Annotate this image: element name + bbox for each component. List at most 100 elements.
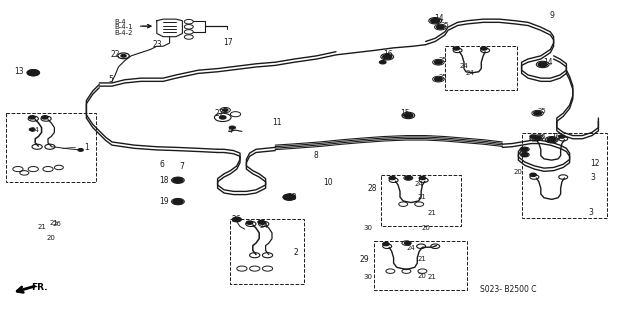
Text: 21: 21 <box>417 194 426 200</box>
Circle shape <box>522 153 528 156</box>
Text: 20: 20 <box>421 225 430 231</box>
Bar <box>522 133 607 218</box>
Text: B-4: B-4 <box>114 19 125 25</box>
Circle shape <box>173 199 183 204</box>
Circle shape <box>383 55 392 59</box>
Text: 15: 15 <box>400 109 410 118</box>
Text: 9: 9 <box>549 11 554 20</box>
Circle shape <box>530 135 536 138</box>
Text: 21: 21 <box>428 210 436 216</box>
Text: 11: 11 <box>272 118 282 127</box>
Text: 21: 21 <box>37 224 46 230</box>
Text: 5: 5 <box>109 75 114 84</box>
Bar <box>230 219 304 284</box>
Circle shape <box>223 109 228 111</box>
Text: 24: 24 <box>460 63 468 69</box>
Circle shape <box>530 173 536 176</box>
Circle shape <box>121 55 126 57</box>
Text: B-4-1: B-4-1 <box>114 24 132 30</box>
Bar <box>381 175 461 226</box>
Circle shape <box>232 217 241 222</box>
Circle shape <box>28 70 39 76</box>
Text: 1: 1 <box>84 143 89 152</box>
Text: 24: 24 <box>406 245 415 251</box>
Text: 8: 8 <box>314 151 318 160</box>
Text: 28: 28 <box>368 184 378 193</box>
Circle shape <box>29 128 35 131</box>
Text: 13: 13 <box>14 67 24 76</box>
Text: 14: 14 <box>434 14 444 23</box>
Text: 17: 17 <box>223 38 232 47</box>
Circle shape <box>405 176 412 180</box>
Text: 16: 16 <box>383 50 392 59</box>
Text: 24: 24 <box>415 182 424 187</box>
Text: 16: 16 <box>552 133 561 142</box>
Circle shape <box>419 176 426 180</box>
Text: 25: 25 <box>538 134 547 139</box>
Bar <box>6 113 96 182</box>
Text: 4: 4 <box>227 126 232 135</box>
Bar <box>445 46 517 90</box>
Text: 30: 30 <box>364 225 372 231</box>
Circle shape <box>534 136 541 140</box>
Text: B-4-2: B-4-2 <box>114 30 132 36</box>
Circle shape <box>229 126 236 129</box>
Circle shape <box>259 221 266 224</box>
Circle shape <box>522 148 528 151</box>
Text: 21: 21 <box>417 256 426 262</box>
Text: 29: 29 <box>360 255 369 263</box>
Text: 3: 3 <box>590 173 595 182</box>
Circle shape <box>284 194 295 200</box>
Text: 30: 30 <box>364 274 372 280</box>
Text: 20: 20 <box>417 273 426 279</box>
Text: 21: 21 <box>50 220 59 226</box>
Text: 26: 26 <box>232 215 241 224</box>
Circle shape <box>538 62 547 67</box>
Text: 26: 26 <box>52 221 61 227</box>
Text: 14: 14 <box>543 58 552 67</box>
Circle shape <box>436 25 444 29</box>
Text: 25: 25 <box>538 108 547 114</box>
Text: 24: 24 <box>466 70 475 76</box>
Text: 25: 25 <box>438 74 447 80</box>
Text: 27: 27 <box>214 109 224 118</box>
Circle shape <box>246 221 253 224</box>
Circle shape <box>534 111 541 115</box>
Text: 2: 2 <box>293 248 298 257</box>
Circle shape <box>404 113 413 118</box>
Circle shape <box>258 220 264 224</box>
Circle shape <box>78 149 83 151</box>
Text: 3: 3 <box>589 208 594 217</box>
Text: 19: 19 <box>159 197 168 206</box>
Text: 6: 6 <box>160 160 165 169</box>
Circle shape <box>404 241 411 245</box>
Circle shape <box>431 19 440 23</box>
Text: 7: 7 <box>179 162 184 171</box>
Circle shape <box>481 47 487 50</box>
Circle shape <box>435 77 442 81</box>
Text: S023- B2500 C: S023- B2500 C <box>480 285 536 294</box>
Text: 10: 10 <box>323 178 333 187</box>
Text: FR.: FR. <box>31 283 47 292</box>
Circle shape <box>42 116 48 119</box>
Circle shape <box>220 116 226 119</box>
Text: 12: 12 <box>590 159 600 168</box>
Text: 23: 23 <box>152 40 162 48</box>
Circle shape <box>380 61 386 64</box>
Text: 20: 20 <box>513 169 522 174</box>
Text: 24: 24 <box>259 223 268 229</box>
Text: 20: 20 <box>46 235 55 241</box>
Text: 24: 24 <box>31 127 40 133</box>
Circle shape <box>435 60 442 64</box>
Text: 18: 18 <box>159 176 168 185</box>
Text: 21: 21 <box>428 274 436 280</box>
Text: 25: 25 <box>438 57 447 63</box>
Text: 13: 13 <box>287 193 296 202</box>
Circle shape <box>559 135 565 138</box>
Text: 25: 25 <box>440 22 449 28</box>
Circle shape <box>547 137 556 142</box>
Circle shape <box>453 47 460 50</box>
Circle shape <box>173 178 183 183</box>
Circle shape <box>29 116 35 119</box>
Circle shape <box>389 176 396 180</box>
